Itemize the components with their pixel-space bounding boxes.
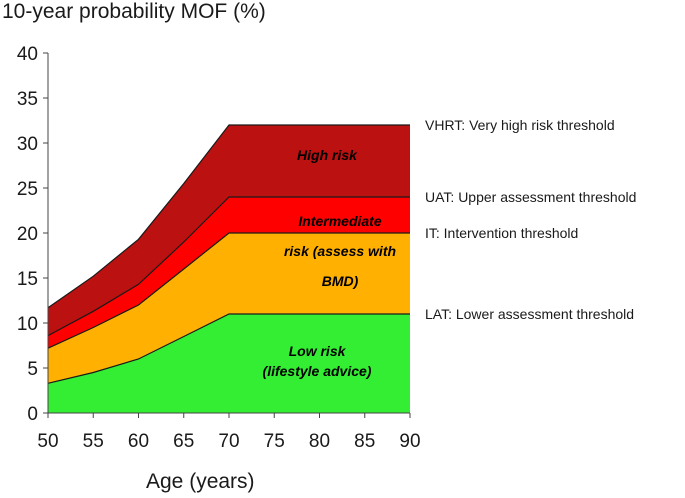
y-tick-label: 5 bbox=[27, 359, 38, 380]
region-very-high bbox=[48, 125, 410, 336]
x-tick-label: 60 bbox=[128, 431, 149, 452]
region-label-high: High risk bbox=[297, 147, 358, 163]
y-tick-label: 15 bbox=[17, 269, 38, 290]
x-tick-label: 70 bbox=[218, 431, 239, 452]
threshold-label-2: UAT: Upper assessment threshold bbox=[425, 189, 636, 205]
threshold-line-4 bbox=[47, 124, 410, 309]
y-tick-label: 25 bbox=[17, 179, 38, 200]
y-axis-title: 10-year probability MOF (%) bbox=[2, 0, 266, 23]
x-tick-label: 75 bbox=[264, 431, 285, 452]
y-tick-label: 20 bbox=[17, 224, 38, 245]
region-low bbox=[48, 314, 410, 413]
threshold-label-1: VHRT: Very high risk threshold bbox=[425, 117, 615, 133]
y-tick-label: 0 bbox=[27, 404, 38, 425]
threshold-line-3 bbox=[47, 196, 410, 337]
threshold-line-2 bbox=[47, 232, 410, 349]
threshold-line-1 bbox=[47, 313, 410, 384]
threshold-label-4: LAT: Lower assessment threshold bbox=[425, 306, 634, 322]
x-axis-title: Age (years) bbox=[146, 470, 255, 493]
x-tick-label: 65 bbox=[173, 431, 194, 452]
region-intermediate bbox=[48, 233, 410, 384]
y-tick-label: 10 bbox=[17, 314, 38, 335]
y-tick-label: 35 bbox=[17, 89, 38, 110]
x-tick-label: 50 bbox=[37, 431, 58, 452]
x-tick-label: 55 bbox=[83, 431, 104, 452]
region-label-low: Low risk (lifestyle advice) bbox=[263, 343, 372, 379]
threshold-label-3: IT: Intervention threshold bbox=[425, 225, 578, 241]
x-tick-label: 85 bbox=[354, 431, 375, 452]
x-tick-label: 80 bbox=[309, 431, 330, 452]
region-label-intermediate: Intermediate risk (assess with BMD) bbox=[284, 213, 396, 289]
region-label-very-high: Very high risk bbox=[95, 99, 155, 136]
y-tick-label: 40 bbox=[17, 44, 38, 65]
y-tick-label: 30 bbox=[17, 134, 38, 155]
region-high bbox=[48, 197, 410, 349]
x-tick-label: 90 bbox=[399, 431, 420, 452]
